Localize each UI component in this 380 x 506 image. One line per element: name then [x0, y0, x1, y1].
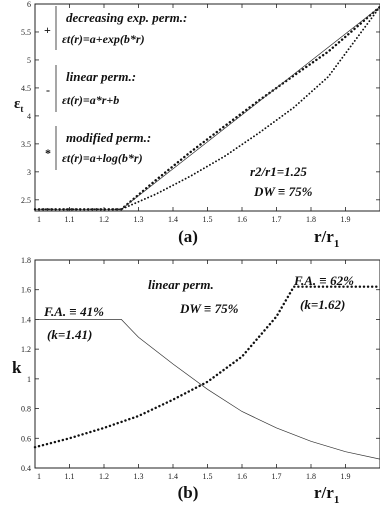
- legend-name-3: modified perm.:: [66, 130, 151, 145]
- xtick-label: 1: [37, 215, 41, 224]
- legend-formula-2: εt(r)=a*r+b: [62, 93, 119, 107]
- xtick-label: 1.6: [237, 215, 247, 224]
- ytick-label: 6: [27, 0, 31, 9]
- panel-b-right-fa: F.A. ≡ 62%: [293, 273, 354, 288]
- ytick-label: 4: [27, 112, 31, 121]
- legend-marker-1: +: [44, 23, 51, 37]
- series-line-2: [34, 5, 380, 211]
- panel-b-dw: DW ≡ 75%: [179, 301, 239, 316]
- ytick-label: 1.8: [21, 256, 31, 265]
- xtick-label: 1.1: [65, 215, 75, 224]
- xtick-label: 1.1: [65, 472, 75, 481]
- xtick-label: 1.3: [134, 472, 144, 481]
- panel-b-label: (b): [178, 483, 199, 502]
- xtick-label: 1.8: [306, 472, 316, 481]
- panel-b-xlabel: r/r1: [314, 483, 339, 506]
- legend-name-1: decreasing exp. perm.:: [66, 10, 187, 25]
- legend-marker-2: -: [46, 83, 50, 97]
- xtick-label: 1.3: [134, 215, 144, 224]
- panel-b-title: linear perm.: [148, 277, 214, 292]
- xtick-label: 1.9: [341, 215, 351, 224]
- ytick-label: 5.5: [21, 28, 31, 37]
- xtick-label: 1.5: [203, 215, 213, 224]
- panel-a-xlabel: r/r1: [314, 227, 339, 250]
- ytick-label: 3.5: [21, 140, 31, 149]
- ytick-label: 1.6: [21, 286, 31, 295]
- xtick-label: 1.4: [168, 472, 178, 481]
- xtick-label: 1.2: [99, 472, 109, 481]
- xtick-label: 1: [37, 472, 41, 481]
- panel-a-annotation-ratio: r2/r1=1.25: [250, 164, 307, 179]
- legend-name-2: linear perm.:: [66, 69, 136, 84]
- ytick-label: 5: [27, 56, 31, 65]
- xtick-label: 1.4: [168, 215, 178, 224]
- panel-b-left-k: (k=1.41): [47, 327, 92, 342]
- ytick-label: 0.4: [21, 464, 31, 473]
- ytick-label: 1: [27, 375, 31, 384]
- panel-b-left-fa: F.A. ≡ 41%: [43, 304, 104, 319]
- legend-formula-1: εt(r)=a+exp(b*r): [62, 32, 145, 46]
- panel-a-annotation-dw: DW ≡ 75%: [253, 184, 313, 199]
- ytick-label: 0.6: [21, 434, 31, 443]
- legend-formula-3: εt(r)=a+log(b*r): [62, 151, 143, 165]
- xtick-label: 1.8: [306, 215, 316, 224]
- ytick-label: 4.5: [21, 84, 31, 93]
- ytick-label: 0.8: [21, 405, 31, 414]
- series-line-0: [34, 319, 380, 460]
- ytick-label: 1.4: [21, 315, 31, 324]
- panel-b-right-k: (k=1.62): [300, 297, 345, 312]
- ytick-label: 3: [27, 168, 31, 177]
- xtick-label: 1.2: [99, 215, 109, 224]
- ytick-label: 2.5: [21, 196, 31, 205]
- ytick-label: 1.2: [21, 345, 31, 354]
- xtick-label: 1.5: [203, 472, 213, 481]
- xtick-label: 1.7: [272, 215, 282, 224]
- legend-marker-3: *: [45, 146, 51, 160]
- xtick-label: 1.6: [237, 472, 247, 481]
- panel-b-ylabel: k: [12, 358, 22, 377]
- series-line-0: [33, 5, 380, 211]
- panel-a-ylabel: εt: [14, 96, 23, 114]
- xtick-label: 1.9: [341, 472, 351, 481]
- series-line-1: [33, 285, 380, 449]
- panel-a-label: (a): [178, 227, 198, 246]
- xtick-label: 1.7: [272, 472, 282, 481]
